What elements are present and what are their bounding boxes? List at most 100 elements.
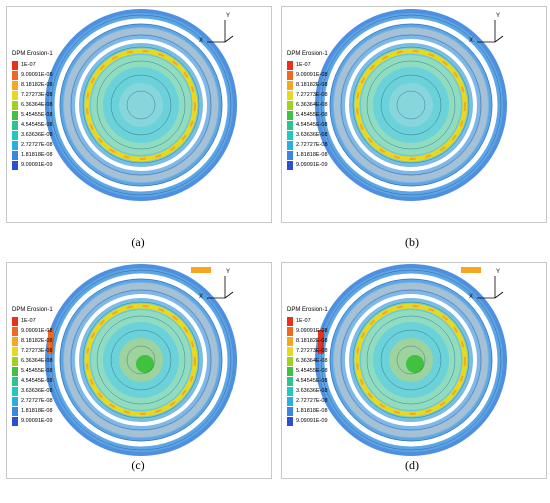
orange-band (356, 50, 466, 160)
legend-label: 7.27273E-08 (21, 348, 53, 354)
contour-line (396, 345, 426, 375)
legend-swatch (287, 376, 293, 386)
legend-swatch (12, 316, 18, 326)
legend-label: 3.63636E-08 (296, 132, 328, 138)
legend-swatch (287, 70, 293, 80)
legend-label: 9.09091E-09 (21, 162, 53, 168)
contour-line (320, 269, 502, 451)
legend-title: DPM Erosion-1 (12, 51, 53, 57)
contour-line (110, 329, 172, 391)
contour-line (96, 315, 186, 405)
outer-hotspot (191, 267, 211, 273)
legend-label: 5.45455E-08 (296, 368, 328, 374)
legend-entry: 6.36364E-08 (12, 356, 53, 366)
legend-swatch (12, 160, 18, 170)
axis-arrows-icon (477, 20, 504, 43)
legend-entry: 7.27273E-08 (12, 346, 53, 356)
legend-entry: 3.63636E-08 (12, 130, 53, 140)
white-gap-inner (75, 39, 207, 171)
contour-line (340, 34, 482, 176)
legend-swatch (12, 406, 18, 416)
contour-line (96, 60, 186, 150)
contour-line (380, 74, 442, 136)
legend-swatch (12, 70, 18, 80)
legend-label: 1E-07 (21, 318, 36, 324)
legend-entry: 3.63636E-08 (287, 130, 328, 140)
grey-band (64, 283, 218, 437)
white-gap-inner (75, 294, 207, 426)
panel-caption: (d) (405, 458, 419, 472)
legend-swatch (287, 336, 293, 346)
legend-entry: 6.36364E-08 (12, 100, 53, 110)
legend-swatch (12, 386, 18, 396)
legend-label: 1.81818E-08 (296, 152, 328, 158)
contour-line (50, 14, 232, 196)
figure-panel-1: DPM Erosion-1 1E-07 9.09091E-08 8.18182E-08… (6, 6, 272, 223)
legend-label: 9.09091E-09 (296, 162, 328, 168)
panel-caption: (a) (131, 235, 145, 249)
legend-entry: 7.27273E-08 (287, 346, 328, 356)
legend-entry: 5.45455E-08 (12, 110, 53, 120)
legend-swatch (287, 90, 293, 100)
contour-line (366, 315, 456, 405)
legend-label: 8.18182E-08 (21, 82, 53, 88)
legend-entry: 2.72727E-08 (12, 396, 53, 406)
figure-panel-2: DPM Erosion-1 1E-07 9.09091E-08 8.18182E-08… (281, 6, 547, 223)
color-legend: DPM Erosion-1 1E-07 9.09091E-08 8.18182E-08… (287, 307, 328, 426)
erosion-contour-plot (45, 9, 237, 201)
contour-line (366, 60, 456, 150)
legend-label: 8.18182E-08 (296, 338, 328, 344)
white-gap-inner (345, 294, 477, 426)
legend-entry: 1E-07 (12, 316, 53, 326)
legend-entry: 7.27273E-08 (287, 90, 328, 100)
axis-arrows-icon (207, 20, 234, 43)
legend-swatch (12, 366, 18, 376)
axis-x-label: X (469, 38, 474, 44)
legend-swatch (287, 386, 293, 396)
legend-entry: 7.27273E-08 (12, 90, 53, 100)
legend-swatch (287, 316, 293, 326)
legend-swatch (287, 110, 293, 120)
legend-swatch (12, 416, 18, 426)
legend-swatch (287, 80, 293, 90)
legend-label: 2.72727E-08 (21, 398, 53, 404)
legend-entry: 4.54545E-08 (12, 376, 53, 386)
axis-x-label: X (199, 294, 204, 300)
legend-label: 1E-07 (296, 318, 311, 324)
legend-label: 9.09091E-09 (296, 418, 328, 424)
legend-label: 3.63636E-08 (296, 388, 328, 394)
legend-entry: 8.18182E-08 (12, 80, 53, 90)
axis-y-label: Y (496, 269, 501, 275)
legend-label: 1.81818E-08 (296, 408, 328, 414)
outer-hotspot (48, 330, 54, 354)
legend-label: 4.54545E-08 (296, 378, 328, 384)
legend-entry: 9.09091E-09 (287, 160, 328, 170)
legend-swatch (287, 346, 293, 356)
contour-line (82, 46, 200, 164)
legend-swatch (287, 406, 293, 416)
contour-line (320, 14, 502, 196)
legend-label: 8.18182E-08 (296, 82, 328, 88)
legend-entry: 2.72727E-08 (12, 140, 53, 150)
legend-label: 1E-07 (21, 62, 36, 68)
legend-entry: 8.18182E-08 (287, 80, 328, 90)
legend-swatch (12, 140, 18, 150)
legend-swatch (287, 416, 293, 426)
white-gap-inner (345, 39, 477, 171)
grey-band (334, 28, 488, 182)
contour-line (329, 278, 493, 442)
legend-swatch (287, 356, 293, 366)
center-peak (406, 355, 424, 373)
legend-entry: 4.54545E-08 (287, 120, 328, 130)
legend-swatch (287, 396, 293, 406)
legend-swatch (287, 120, 293, 130)
contour-line (329, 23, 493, 187)
figure-panel-4: DPM Erosion-1 1E-07 9.09091E-08 8.18182E-08… (281, 262, 547, 479)
legend-entry: 9.09091E-08 (12, 70, 53, 80)
legend-label: 4.54545E-08 (21, 122, 53, 128)
axis-y-label: Y (496, 13, 501, 19)
legend-entry: 9.09091E-09 (287, 416, 328, 426)
legend-swatch (287, 140, 293, 150)
